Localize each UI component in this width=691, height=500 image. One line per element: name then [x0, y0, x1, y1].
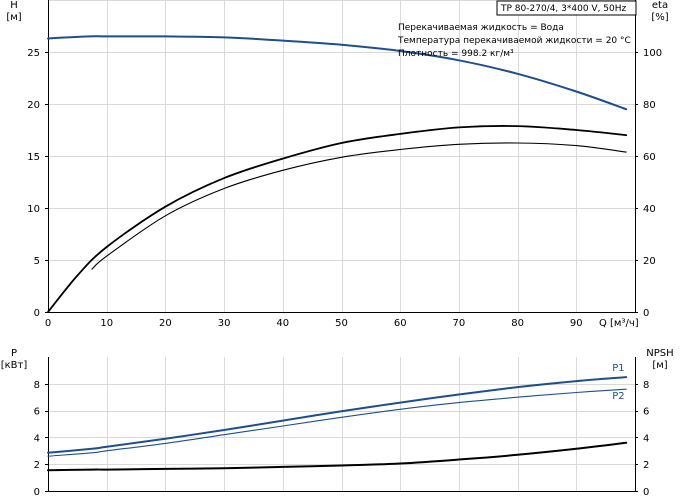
- y2-tick-label: 40: [643, 204, 656, 215]
- y2-tick-label: 6: [643, 407, 649, 418]
- y-tick-label: 10: [27, 204, 40, 215]
- y2-axis-label: NPSH: [646, 348, 673, 359]
- series-p1-line: [47, 376, 628, 454]
- y-tick-label: 4: [34, 433, 40, 444]
- x-tick-label: 50: [335, 318, 348, 329]
- series-p2-line: [47, 388, 627, 457]
- y-tick-label: 0: [34, 487, 40, 498]
- pump-title: TP 80-270/4, 3*400 V, 50Hz: [500, 4, 627, 14]
- y2-axis-unit: [%]: [651, 12, 668, 23]
- y2-tick-label: 8: [643, 380, 649, 391]
- y-tick-label: 2: [34, 460, 40, 471]
- density-label: Плотность = 998.2 кг/м³: [398, 49, 514, 59]
- title-box: [496, 0, 637, 16]
- x-tick-label: 60: [394, 318, 407, 329]
- y-axis-unit: [м]: [6, 12, 21, 23]
- y-tick-label: 8: [34, 380, 40, 391]
- y-axis-label: H: [10, 0, 18, 11]
- series-label-p2: P2: [612, 391, 624, 402]
- y-tick-label: 6: [34, 407, 40, 418]
- y2-tick-label: 100: [643, 48, 662, 59]
- x-axis-label: Q [м³/ч]: [599, 318, 639, 329]
- x-tick-label: 10: [100, 318, 113, 329]
- y-tick-label: 20: [27, 100, 40, 111]
- head-efficiency-panel: 0 5 10 15 20 25 0 20 40 60 80 100 0 10 20 30 40 50 60 70 80 9…: [6, 0, 669, 329]
- y2-tick-label: 0: [643, 308, 649, 319]
- series-label-p1: P1: [612, 363, 624, 374]
- x-tick-label: 90: [570, 318, 583, 329]
- y-axis-label: P: [11, 348, 17, 359]
- y2-tick-label: 60: [643, 152, 656, 163]
- curve-line: [47, 125, 628, 313]
- x-tick-label: 80: [511, 318, 524, 329]
- temperature-label: Температура перекачиваемой жидкости = 20…: [397, 36, 631, 46]
- curve-line: [47, 441, 628, 472]
- y-tick-label: 15: [27, 152, 40, 163]
- y-axis-unit: [кВт]: [1, 360, 28, 371]
- curve-line: [91, 142, 627, 270]
- power-npsh-panel: 0 2 4 6 8 0 2 4 6 8 P[кВт] NPSH[м] P1 P2: [1, 348, 674, 498]
- y2-axis-label: eta: [652, 0, 668, 11]
- y2-tick-label: 20: [643, 256, 656, 267]
- y2-tick-label: 4: [643, 433, 649, 444]
- y-tick-label: 0: [34, 308, 40, 319]
- x-tick-label: 0: [45, 318, 51, 329]
- y2-tick-label: 80: [643, 100, 656, 111]
- x-tick-label: 20: [159, 318, 172, 329]
- y2-tick-label: 2: [643, 460, 649, 471]
- curve-line: [47, 35, 628, 111]
- y-tick-label: 25: [27, 48, 40, 59]
- y2-axis-unit: [м]: [652, 360, 667, 371]
- x-tick-label: 40: [276, 318, 289, 329]
- y2-tick-label: 0: [643, 487, 649, 498]
- x-tick-label: 30: [218, 318, 231, 329]
- fluid-label: Перекачиваемая жидкость = Вода: [398, 23, 564, 33]
- y-tick-label: 5: [34, 256, 40, 267]
- x-tick-label: 70: [453, 318, 466, 329]
